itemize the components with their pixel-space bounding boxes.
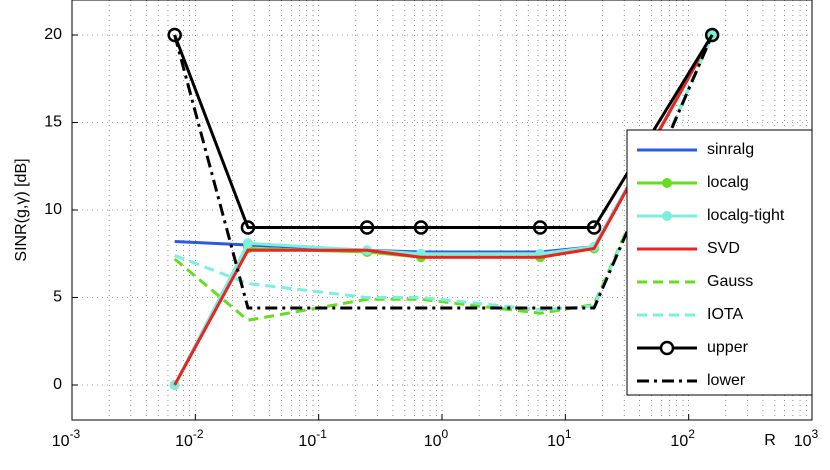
series-marker bbox=[167, 27, 182, 43]
y-tick-label: 10 bbox=[44, 201, 62, 218]
x-tick-label: 100 bbox=[424, 427, 449, 450]
legend-label: sinralg bbox=[707, 141, 754, 158]
legend-label: SVD bbox=[707, 240, 740, 257]
series-line bbox=[173, 34, 714, 310]
legend-marker bbox=[662, 211, 672, 221]
x-tick-exp: -2 bbox=[193, 427, 204, 441]
x-tick-base: 10 bbox=[794, 433, 812, 450]
x-tick-label: 10-3 bbox=[52, 427, 81, 450]
y-tick-label: 0 bbox=[53, 376, 62, 393]
legend-label: localg bbox=[707, 174, 749, 191]
y-tick-label: 20 bbox=[44, 26, 62, 43]
legend-box bbox=[626, 129, 813, 396]
series-marker bbox=[586, 220, 602, 235]
x-tick-base: 10 bbox=[424, 433, 442, 450]
legend-label: localg-tight bbox=[707, 207, 785, 224]
y-tick-label: 5 bbox=[53, 289, 62, 306]
legend-marker bbox=[662, 178, 672, 188]
series-marker bbox=[532, 220, 548, 235]
x-tick-base: 10 bbox=[547, 433, 565, 450]
x-tick-base: 10 bbox=[670, 433, 688, 450]
x-tick-exp: -3 bbox=[70, 427, 81, 441]
x-tick-base: 10 bbox=[52, 433, 70, 450]
legend-label: lower bbox=[707, 372, 746, 389]
x-tick-exp: 1 bbox=[565, 427, 572, 441]
x-tick-label: 103 bbox=[794, 427, 819, 450]
y-axis-label: SINR(g,γ) [dB] bbox=[13, 158, 30, 261]
series-marker bbox=[242, 238, 253, 249]
x-axis-label: R bbox=[764, 432, 776, 449]
y-tick-label: 15 bbox=[44, 114, 62, 131]
x-tick-base: 10 bbox=[175, 433, 193, 450]
legend-label: Gauss bbox=[707, 273, 753, 290]
series-marker bbox=[240, 220, 256, 235]
x-tick-label: 10-1 bbox=[298, 427, 327, 450]
legend-label: upper bbox=[707, 339, 749, 356]
legend-label: IOTA bbox=[707, 306, 743, 323]
series-marker bbox=[359, 220, 375, 235]
series-line bbox=[173, 34, 714, 229]
x-tick-label: 101 bbox=[547, 427, 572, 450]
x-tick-label: 102 bbox=[670, 427, 695, 450]
x-tick-exp: 2 bbox=[688, 427, 695, 441]
x-tick-exp: -1 bbox=[316, 427, 327, 441]
x-tick-exp: 3 bbox=[812, 427, 819, 441]
series-marker bbox=[413, 220, 429, 235]
legend-marker bbox=[659, 340, 675, 356]
x-tick-base: 10 bbox=[298, 433, 316, 450]
x-tick-exp: 0 bbox=[442, 427, 449, 441]
x-tick-label: 10-2 bbox=[175, 427, 204, 450]
series-line bbox=[173, 34, 714, 386]
series-marker bbox=[704, 27, 720, 43]
